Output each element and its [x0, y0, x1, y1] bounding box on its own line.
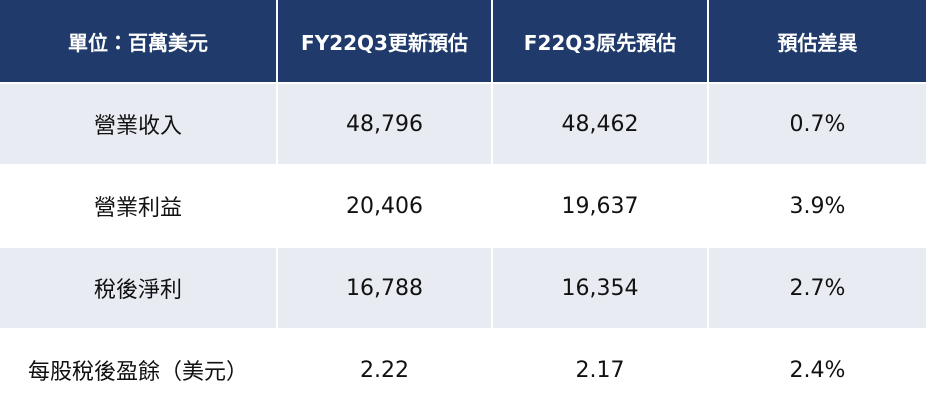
value-cell: 0.7% [707, 82, 926, 165]
value-cell: 16,788 [276, 246, 492, 329]
value-cell: 3.9% [707, 164, 926, 247]
table-row: 稅後淨利 16,788 16,354 2.7% [0, 246, 926, 329]
table-row: 營業收入 48,796 48,462 0.7% [0, 82, 926, 165]
value-cell: 2.7% [707, 246, 926, 329]
value-cell: 20,406 [276, 164, 492, 247]
value-cell: 48,796 [276, 82, 492, 165]
header-cell: 單位：百萬美元 [0, 0, 277, 84]
table-body: 營業收入 48,796 48,462 0.7% 營業利益 20,406 19,637 3.9%… [0, 82, 926, 410]
header-row: 單位：百萬美元 FY22Q3更新預估 F22Q3原先預估 預估差異 [0, 0, 926, 84]
header-cell: 預估差異 [707, 0, 926, 84]
table-row: 每股稅後盈餘（美元） 2.22 2.17 2.4% [0, 328, 926, 410]
header-cell: FY22Q3更新預估 [276, 0, 492, 84]
row-label: 每股稅後盈餘（美元） [0, 328, 277, 410]
value-cell: 2.4% [707, 328, 926, 410]
table-row: 營業利益 20,406 19,637 3.9% [0, 164, 926, 247]
row-label: 營業收入 [0, 82, 277, 165]
value-cell: 19,637 [491, 164, 708, 247]
row-label: 營業利益 [0, 164, 277, 247]
value-cell: 16,354 [491, 246, 708, 329]
header-cell: F22Q3原先預估 [491, 0, 708, 84]
value-cell: 2.17 [491, 328, 708, 410]
value-cell: 2.22 [276, 328, 492, 410]
value-cell: 48,462 [491, 82, 708, 165]
row-label: 稅後淨利 [0, 246, 277, 329]
